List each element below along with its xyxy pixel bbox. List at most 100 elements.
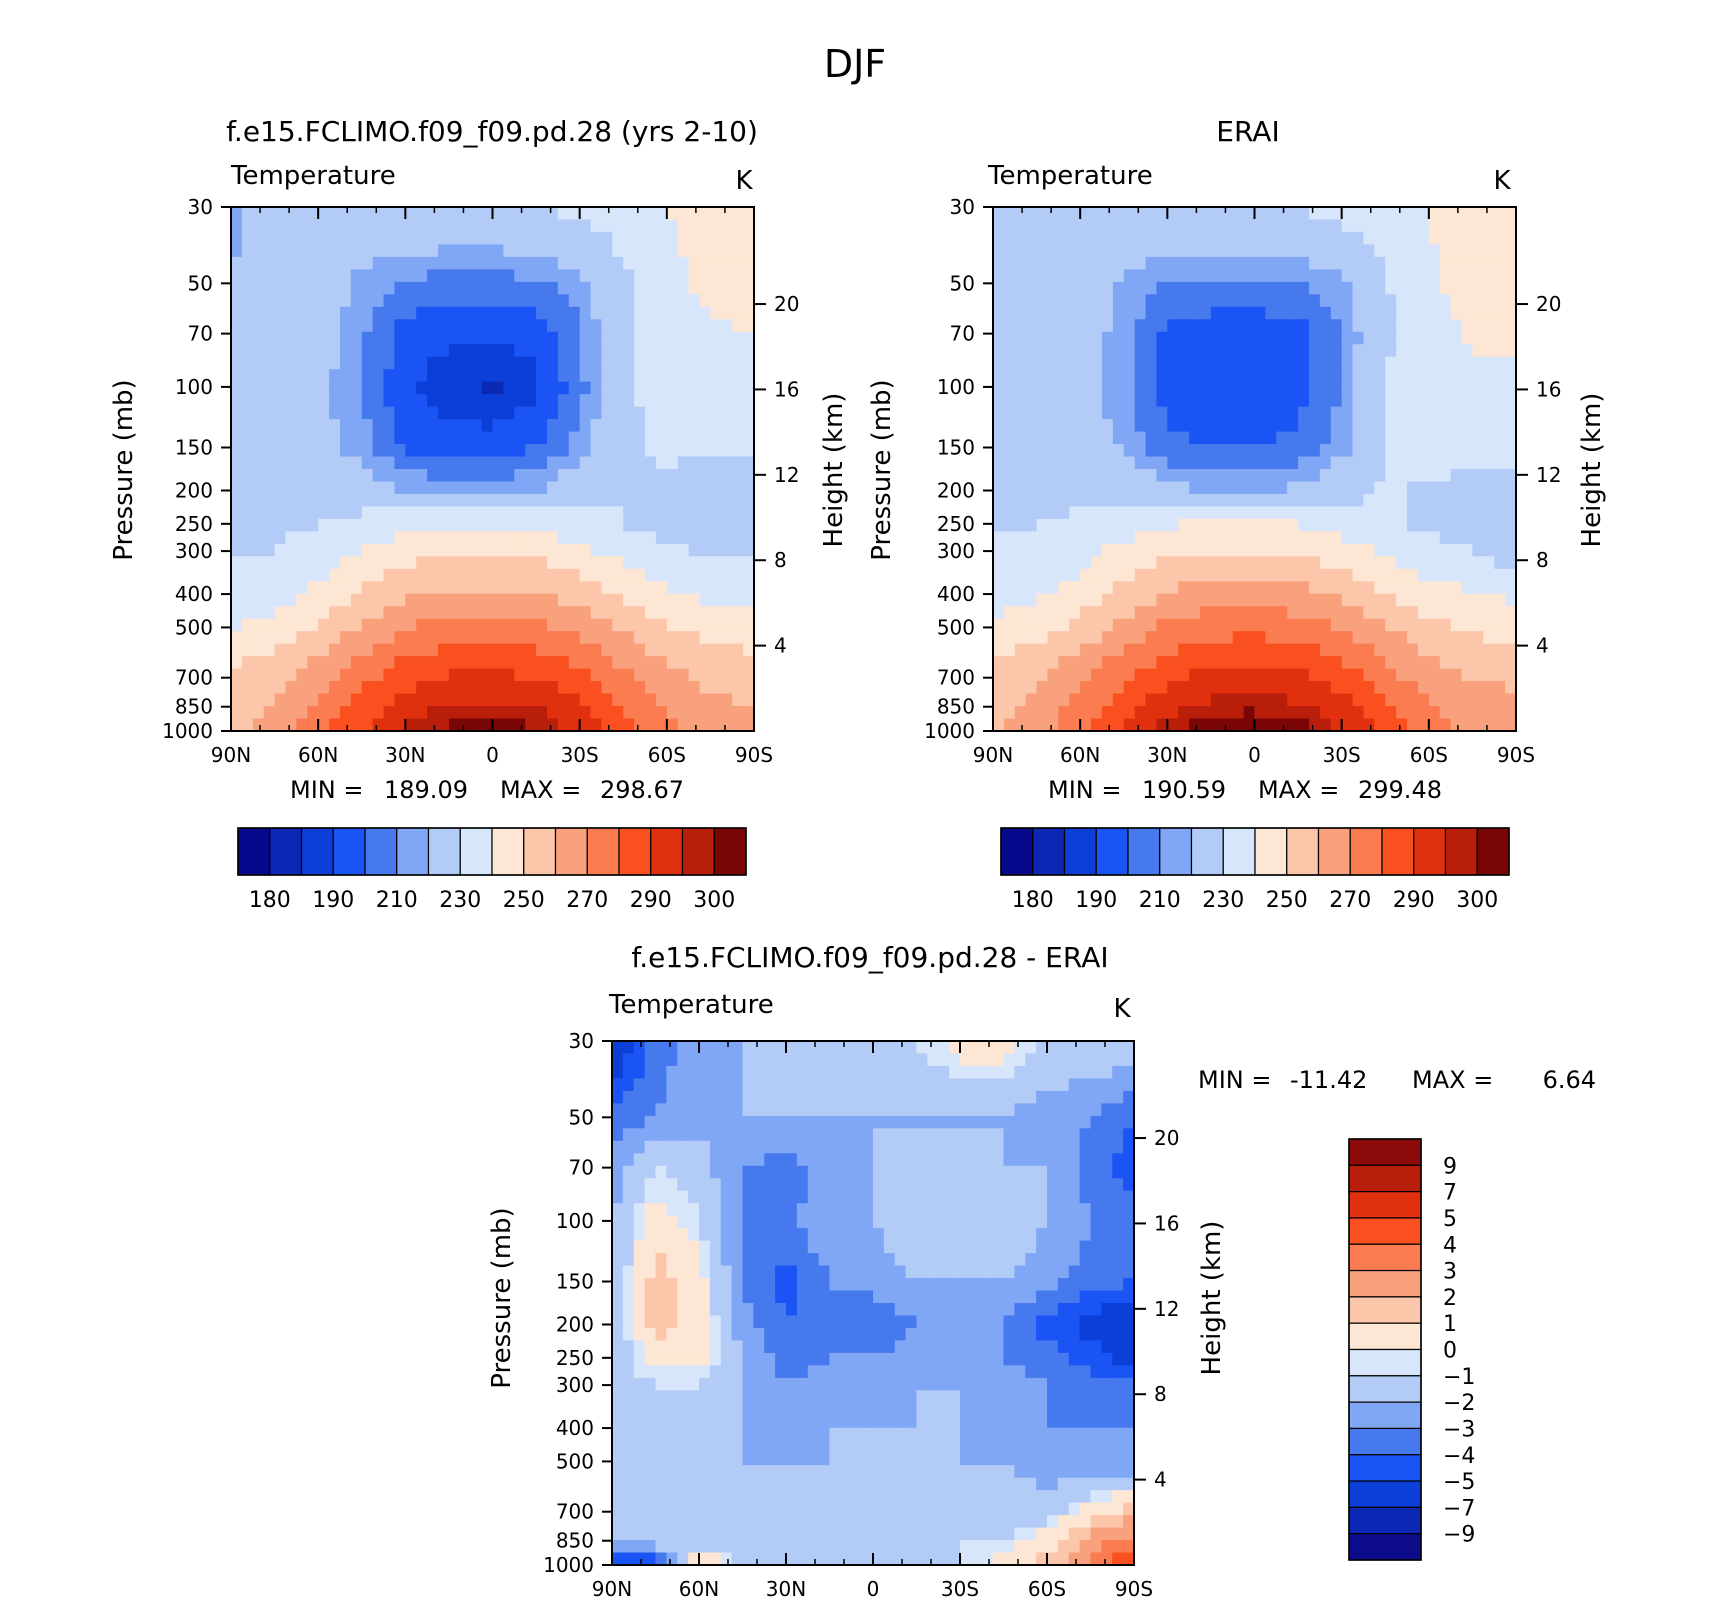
panel-difference-cell <box>1025 1128 1037 1142</box>
panel-difference-cell <box>807 1140 820 1154</box>
panel-model-cell <box>307 718 319 732</box>
panel-model-cell <box>285 568 297 582</box>
panel-obs-cell <box>1407 306 1419 320</box>
panel-obs-cell <box>1091 319 1103 333</box>
panel-model-cell <box>427 481 439 495</box>
panel-model-cell <box>252 543 265 557</box>
panel-difference-cell <box>818 1090 831 1104</box>
panel-obs-cell <box>993 231 1005 246</box>
panel-difference-cell <box>1047 1065 1059 1080</box>
panel-difference-cell <box>894 1053 907 1067</box>
panel-model-cell <box>492 556 504 570</box>
panel-model-cell <box>732 456 744 470</box>
panel-obs-cell <box>1232 294 1245 308</box>
panel-obs-cell <box>1341 481 1354 495</box>
panel-model-cell <box>438 394 450 408</box>
panel-model-cell <box>612 706 624 720</box>
panel-obs-cell <box>1439 456 1452 470</box>
panel-obs-cell <box>1341 718 1354 732</box>
panel-model-cell <box>568 568 581 582</box>
panel-model-cell <box>732 381 744 395</box>
panel-difference-cell <box>1025 1153 1037 1167</box>
panel-obs-cell <box>1145 593 1158 607</box>
panel-model-cell <box>557 469 570 483</box>
panel-obs-cell <box>1025 543 1038 557</box>
panel-obs-cell <box>1101 281 1114 295</box>
panel-model-cell <box>612 556 624 570</box>
panel-model-cell <box>677 606 690 620</box>
panel-model-cell <box>339 568 352 582</box>
panel-difference-cell <box>1025 1115 1037 1129</box>
panel-obs-cell <box>1080 493 1092 508</box>
panel-model-cell <box>503 631 515 645</box>
panel-model-cell <box>448 493 461 508</box>
panel-difference-cell <box>742 1203 754 1217</box>
panel-obs-cell <box>1101 668 1114 682</box>
panel-difference-cell <box>938 1128 950 1142</box>
panel-difference-cell <box>949 1203 961 1217</box>
panel-difference-cell <box>688 1178 700 1192</box>
panel-obs-cell <box>1058 444 1070 458</box>
panel-obs-cell <box>1112 419 1125 433</box>
panel-obs-cell <box>1069 319 1081 333</box>
panel-difference-cell <box>916 1078 928 1092</box>
panel-obs-cell <box>1123 294 1136 308</box>
panel-difference-cell <box>862 1090 874 1104</box>
panel-model-cell <box>448 506 461 520</box>
panel-obs-cell <box>1167 706 1179 720</box>
panel-model-cell <box>503 581 515 595</box>
panel-model-cell <box>372 706 385 720</box>
panel-obs-cell <box>1101 294 1114 308</box>
panel-obs-cell <box>1439 431 1452 445</box>
panel-model-cell <box>350 281 363 295</box>
panel-obs-cell <box>1025 668 1038 682</box>
panel-obs-colorbar-box <box>1444 827 1478 876</box>
panel-obs-cell <box>1003 706 1016 720</box>
panel-model-cell <box>263 344 276 358</box>
panel-obs-cell <box>1287 531 1299 545</box>
panel-difference-cell <box>1112 1178 1124 1192</box>
panel-obs-cell <box>1461 406 1474 420</box>
panel-obs-cell <box>1396 356 1408 370</box>
panel-obs-cell <box>1210 256 1223 270</box>
panel-obs-y-tick-label: 500 <box>937 615 975 639</box>
panel-obs-cell <box>1352 718 1365 732</box>
panel-model-cell <box>416 631 428 645</box>
panel-obs-cell <box>1265 256 1277 270</box>
panel-difference-cell <box>807 1203 820 1217</box>
panel-model-cell <box>645 406 657 420</box>
panel-obs-cell <box>1287 381 1299 395</box>
panel-model-cell <box>339 344 352 358</box>
panel-obs-cell <box>1134 219 1147 233</box>
panel-model-cell <box>503 207 515 221</box>
panel-model-cell <box>601 381 613 395</box>
panel-difference-cell <box>1025 1190 1037 1204</box>
panel-model-cell <box>481 593 494 607</box>
panel-model-cell <box>623 706 635 720</box>
panel-difference-cell <box>1025 1103 1037 1117</box>
panel-model: f.e15.FCLIMO.f09_f09.pd.28 (yrs 2-10) Te… <box>109 115 849 913</box>
panel-difference-cell <box>655 1053 667 1067</box>
panel-model-x-tick-label: 90N <box>211 743 251 767</box>
panel-model-cell <box>732 294 744 308</box>
panel-obs-cell <box>1298 207 1310 221</box>
panel-obs-cell <box>1254 656 1266 670</box>
panel-obs-cell <box>1396 643 1408 657</box>
panel-obs-cell <box>1308 681 1321 695</box>
panel-obs-cell <box>1298 269 1310 283</box>
panel-model-cell <box>645 543 657 557</box>
panel-obs-cell <box>1058 693 1070 707</box>
panel-model-cell <box>655 244 668 258</box>
panel-obs-cell <box>1363 618 1375 632</box>
panel-difference-cell <box>960 1203 972 1217</box>
panel-model-cell <box>339 381 352 395</box>
panel-obs-cell <box>1461 531 1474 545</box>
panel-model-cell <box>579 231 592 246</box>
panel-obs-cell <box>1156 256 1168 270</box>
panel-obs-cell <box>1254 431 1266 445</box>
panel-obs-cell <box>1047 643 1059 657</box>
panel-model-cell <box>514 606 526 620</box>
panel-model-cell <box>470 207 483 221</box>
panel-difference-cell <box>840 1215 852 1229</box>
panel-model-y-tick-label: 150 <box>175 436 213 460</box>
